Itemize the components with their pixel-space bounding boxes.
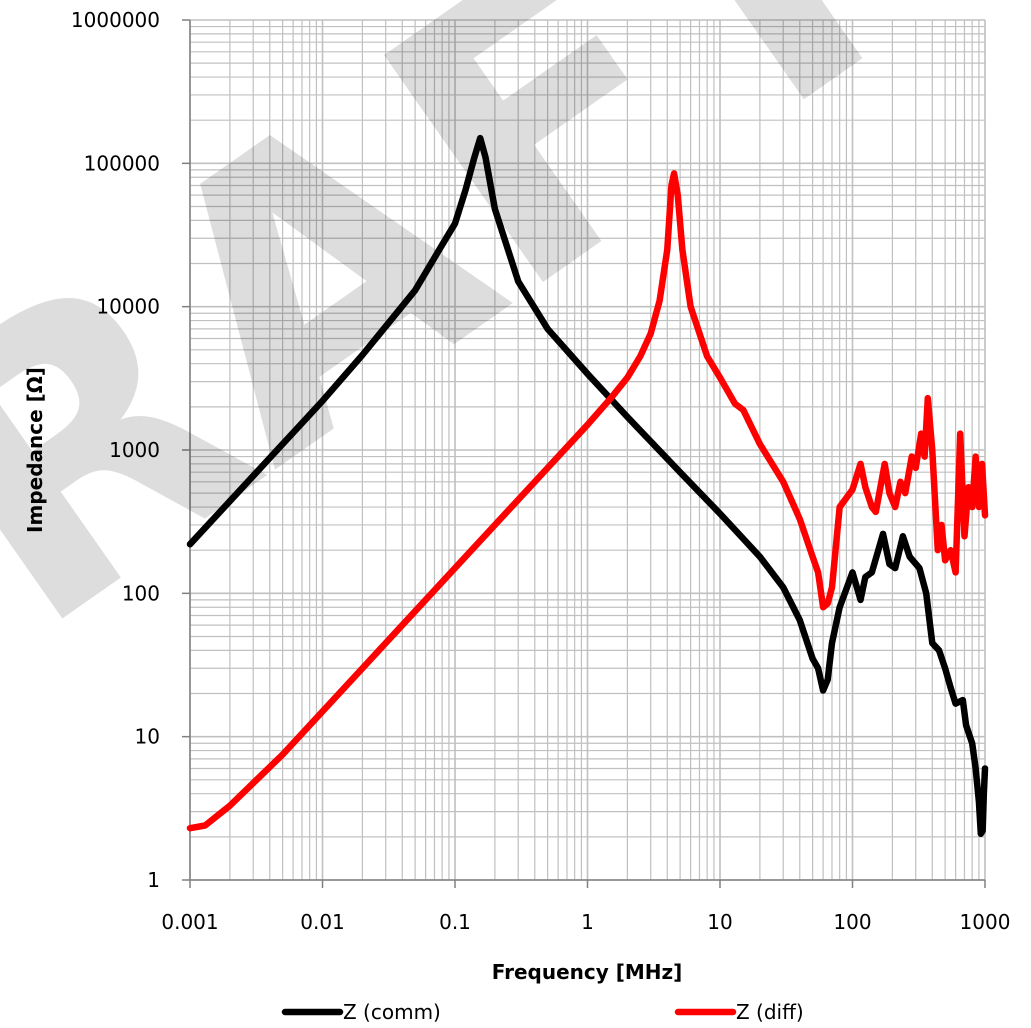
- x-tick-label: 0.001: [161, 910, 218, 934]
- series-line-z-comm: [186, 134, 989, 838]
- x-tick-label: 100: [833, 910, 871, 934]
- series-group: [186, 134, 989, 838]
- y-tick-labels: 1 10 100 1000 10000 100000 1000000: [71, 8, 160, 892]
- series-line-z-diff: [186, 170, 989, 832]
- y-tick-label: 10000: [96, 295, 160, 319]
- y-tick-label: 100: [122, 581, 160, 605]
- x-axis-title: Frequency [MHz]: [492, 960, 683, 984]
- x-tick-label: 1: [581, 910, 594, 934]
- y-tick-label: 1000: [109, 438, 160, 462]
- y-tick-label: 1000000: [71, 8, 160, 32]
- legend-entry-z-comm: Z (comm): [281, 1000, 441, 1024]
- y-tick-label: 100000: [84, 151, 160, 175]
- grid: [189, 19, 986, 881]
- x-tick-label: 0.1: [439, 910, 471, 934]
- x-tick-labels: 0.001 0.01 0.1 1 10 100 1000: [161, 910, 1010, 934]
- x-tick-label: 10: [707, 910, 732, 934]
- y-tick-label: 10: [135, 725, 160, 749]
- y-tick-label: 1: [147, 868, 160, 892]
- legend-entry-z-diff: Z (diff): [674, 1000, 804, 1024]
- axes: [182, 19, 986, 888]
- x-tick-label: 1000: [960, 910, 1011, 934]
- legend-label: Z (comm): [343, 1000, 441, 1024]
- legend: Z (comm) Z (diff): [281, 1000, 804, 1024]
- legend-label: Z (diff): [736, 1000, 804, 1024]
- y-axis-title: Impedance [Ω]: [23, 367, 47, 533]
- x-tick-label: 0.01: [300, 910, 345, 934]
